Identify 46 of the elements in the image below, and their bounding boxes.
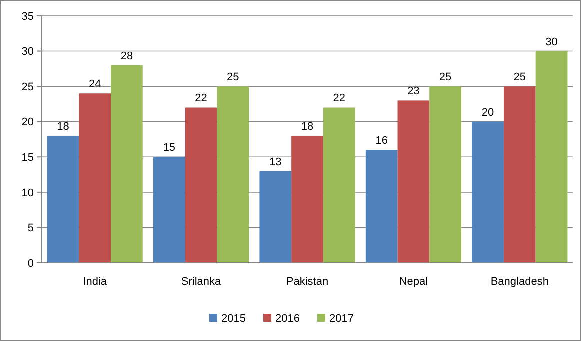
data-label: 16 — [376, 135, 388, 148]
data-label: 28 — [120, 50, 134, 62]
x-tick-label: India — [83, 276, 108, 288]
bar — [217, 86, 250, 263]
y-tick-label: 5 — [28, 222, 34, 235]
data-label: 22 — [195, 92, 208, 105]
data-label: 23 — [408, 86, 420, 98]
y-tick-label: 20 — [22, 116, 34, 129]
data-label: 13 — [270, 156, 282, 168]
legend-label: 2016 — [276, 312, 300, 325]
bar — [185, 108, 218, 263]
bar — [292, 136, 324, 263]
legend-label: 2015 — [222, 312, 246, 325]
x-tick-label: Nepal — [399, 276, 428, 288]
data-label: 25 — [439, 72, 452, 84]
y-tick-label: 35 — [22, 10, 34, 23]
y-tick-label: 30 — [22, 46, 34, 58]
data-label: 18 — [57, 120, 70, 133]
bar — [154, 157, 186, 263]
y-tick-label: 10 — [22, 187, 34, 200]
bar — [472, 122, 504, 263]
y-tick-label: 15 — [22, 152, 34, 164]
data-label: 15 — [163, 142, 176, 154]
legend-label: 2017 — [330, 312, 354, 325]
data-label: 22 — [333, 92, 346, 105]
data-label: 20 — [482, 106, 494, 119]
bar — [323, 108, 356, 263]
bar — [111, 65, 143, 263]
bar — [430, 86, 462, 263]
data-label: 30 — [546, 36, 558, 48]
bar — [47, 136, 80, 263]
data-label: 25 — [514, 72, 526, 84]
y-tick-label: 0 — [28, 258, 34, 270]
bar — [79, 94, 112, 263]
data-label: 18 — [301, 120, 314, 133]
bar — [260, 171, 292, 263]
x-tick-label: Srilanka — [181, 276, 222, 288]
bar — [504, 86, 536, 263]
y-tick-label: 25 — [22, 81, 34, 94]
bar — [536, 51, 568, 263]
data-label: 24 — [88, 78, 102, 91]
bar — [366, 150, 398, 263]
x-tick-label: Pakistan — [286, 276, 329, 288]
data-label: 25 — [227, 72, 240, 84]
x-tick-label: Bangladesh — [490, 276, 549, 288]
bar — [398, 100, 430, 263]
